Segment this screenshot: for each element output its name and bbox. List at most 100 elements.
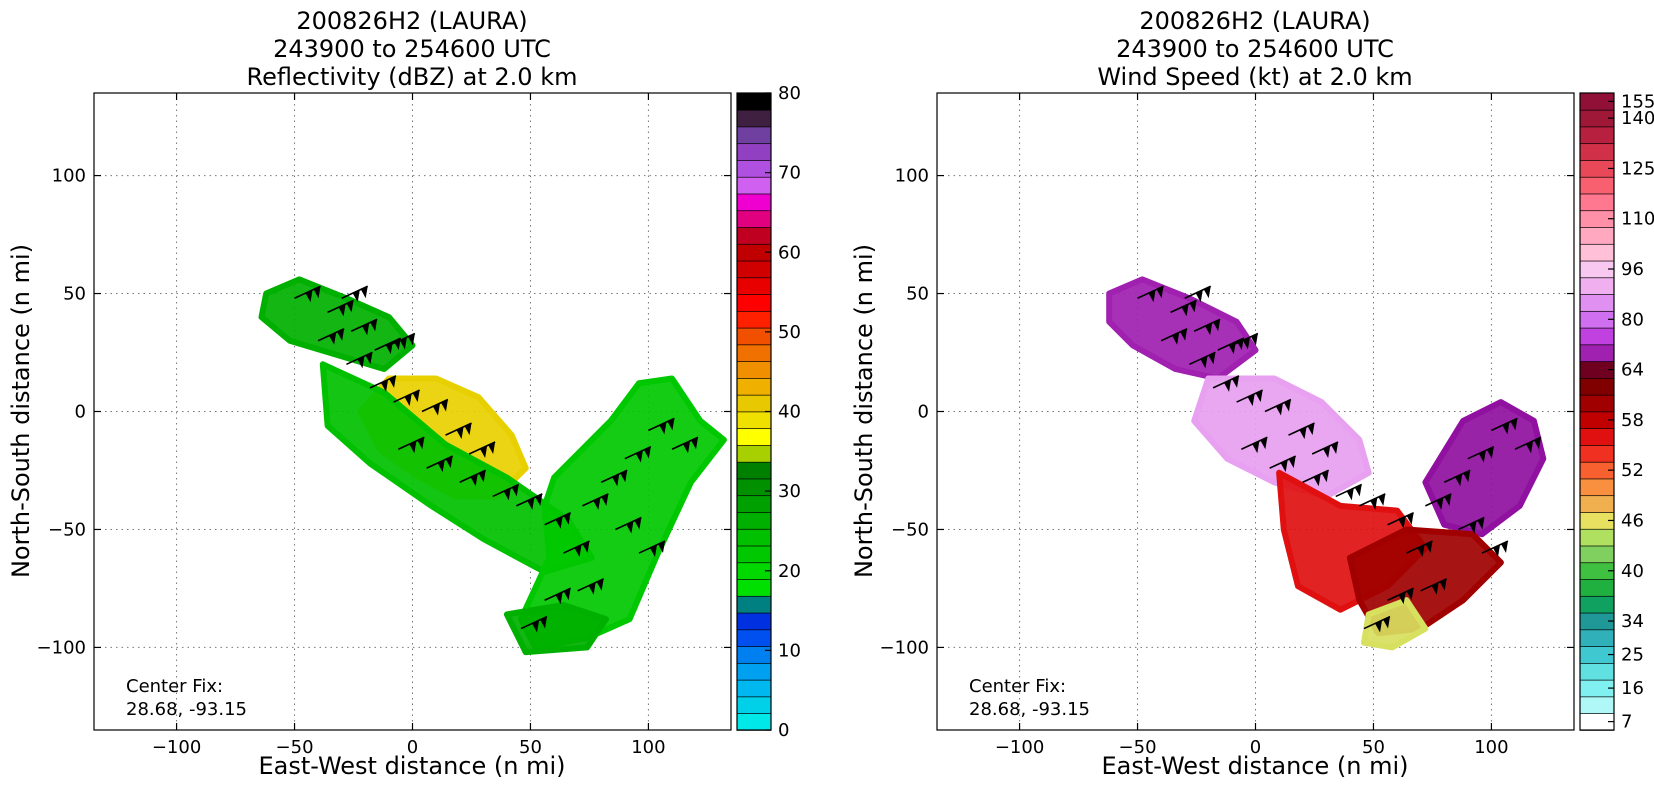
wind-barb-flag bbox=[1346, 488, 1354, 501]
wind-barb-flag bbox=[1398, 592, 1406, 605]
wind-barb-flag bbox=[1250, 333, 1258, 346]
colorbar-segment bbox=[1579, 629, 1615, 647]
wind-barb-flag bbox=[657, 541, 665, 554]
colorbar-segment bbox=[736, 277, 772, 295]
wind-barb-flag bbox=[432, 403, 440, 416]
northwest-arm bbox=[1106, 276, 1259, 382]
right-title-line-1: 200826H2 (LAURA) bbox=[1139, 7, 1370, 35]
wind-barb-flag bbox=[1444, 493, 1452, 506]
wind-barb-flag bbox=[1260, 437, 1268, 450]
left-y-axis-label: North-South distance (n mi) bbox=[7, 244, 35, 578]
wind-barb-flag bbox=[574, 545, 582, 558]
wind-barb-flag bbox=[1288, 456, 1296, 469]
colorbar-segment bbox=[736, 126, 772, 145]
colorbar-segment bbox=[1579, 427, 1615, 446]
colorbar-tick-label: 40 bbox=[1621, 561, 1644, 582]
wind-barb-flag bbox=[626, 521, 634, 534]
wind-barb-flag bbox=[488, 441, 496, 454]
wind-barb-flag bbox=[470, 474, 478, 487]
colorbar-segment bbox=[1579, 595, 1615, 614]
wind-barb-flag bbox=[1252, 441, 1260, 454]
wind-barb-flag bbox=[1247, 394, 1255, 407]
colorbar-tick-label: 155 bbox=[1621, 91, 1654, 112]
wind-barb-flag bbox=[649, 545, 657, 558]
colorbar-segment bbox=[736, 209, 772, 228]
y-tick-label: −100 bbox=[880, 637, 929, 658]
right-title-line-2: 243900 to 254600 UTC bbox=[1116, 35, 1394, 63]
wind-barb-flag bbox=[691, 437, 699, 450]
wind-barb-flag bbox=[346, 300, 354, 313]
colorbar-tick-label: 0 bbox=[778, 720, 789, 741]
y-tick-label: −50 bbox=[48, 519, 86, 540]
colorbar-tick-label: 125 bbox=[1621, 158, 1654, 179]
wind-barb-flag bbox=[555, 516, 563, 529]
wind-barb-flag bbox=[1148, 290, 1156, 303]
wind-barb-flag bbox=[555, 592, 563, 605]
colorbar-tick-label: 25 bbox=[1621, 645, 1644, 666]
wind-barb-flag bbox=[338, 304, 346, 317]
colorbar-segment bbox=[736, 176, 772, 195]
left-colorbar: 0 10 20 30 40 50 60 70 80 bbox=[736, 83, 801, 741]
colorbar-tick-label: 30 bbox=[778, 481, 801, 502]
colorbar-segment bbox=[736, 444, 772, 463]
wind-barb-flag bbox=[1425, 541, 1433, 554]
colorbar-tick-label: 58 bbox=[1621, 410, 1644, 431]
wind-barb-flag bbox=[399, 337, 407, 350]
wind-barb-flag bbox=[1534, 437, 1542, 450]
wind-barb-flag bbox=[1203, 286, 1211, 299]
wind-barb-flag bbox=[1307, 423, 1315, 436]
colorbar-segment bbox=[1579, 277, 1615, 295]
right-axis-ticks: −100 −50 0 50 100 −100 −50 0 50 100 bbox=[880, 93, 1574, 758]
wind-barb-flag bbox=[511, 484, 519, 497]
wind-barb-flag bbox=[667, 418, 675, 431]
x-tick-label: 50 bbox=[1362, 737, 1385, 758]
wind-barb-flag bbox=[1455, 474, 1463, 487]
colorbar-segment bbox=[1579, 126, 1615, 145]
colorbar-segment bbox=[736, 109, 772, 128]
wind-barb-flag bbox=[1172, 332, 1180, 345]
reflectivity-panel: 200826H2 (LAURA) 243900 to 254600 UTC Re… bbox=[7, 7, 801, 780]
colorbar-segment bbox=[736, 142, 772, 161]
wind-barb-flag bbox=[582, 541, 590, 554]
colorbar-segment bbox=[1579, 494, 1615, 513]
right-wind-barbs bbox=[1137, 285, 1542, 633]
right-wind-speed-field bbox=[1106, 276, 1547, 651]
wind-barb-flag bbox=[381, 379, 389, 392]
wind-barb-flag bbox=[417, 437, 425, 450]
wind-barb-flag bbox=[365, 352, 373, 365]
wind-barb-flag bbox=[1232, 375, 1240, 388]
wind-barb-flag bbox=[1477, 517, 1485, 530]
eastern-band bbox=[518, 375, 727, 651]
wind-barb-flag bbox=[1463, 470, 1471, 483]
colorbar-tick-label: 20 bbox=[778, 561, 801, 582]
colorbar-segment bbox=[736, 595, 772, 614]
right-title-line-3: Wind Speed (kt) at 2.0 km bbox=[1097, 63, 1412, 91]
colorbar-segment bbox=[736, 461, 772, 480]
wind-barb-flag bbox=[1510, 418, 1518, 431]
south-fragment bbox=[1361, 597, 1429, 651]
x-tick-label: 0 bbox=[407, 737, 418, 758]
wind-barb-flag bbox=[1370, 497, 1378, 510]
colorbar-segment bbox=[736, 260, 772, 279]
colorbar-segment bbox=[736, 92, 772, 111]
colorbar-tick-label: 52 bbox=[1621, 460, 1644, 481]
left-reflectivity-field bbox=[258, 276, 727, 656]
wind-barb-flag bbox=[1224, 379, 1232, 392]
left-title-line-1: 200826H2 (LAURA) bbox=[296, 7, 527, 35]
wind-barb-flag bbox=[1439, 578, 1447, 591]
wind-barb-flag bbox=[1526, 441, 1534, 454]
colorbar-tick-label: 140 bbox=[1621, 108, 1654, 129]
wind-barb-flag bbox=[1492, 545, 1500, 558]
colorbar-segment bbox=[736, 662, 772, 681]
colorbar-segment bbox=[736, 427, 772, 446]
colorbar-segment bbox=[1579, 176, 1615, 195]
wind-barb-flag bbox=[1375, 620, 1383, 633]
wind-barb-flag bbox=[593, 497, 601, 510]
wind-barb-flag bbox=[480, 445, 488, 458]
colorbar-segment bbox=[736, 377, 772, 396]
y-tick-label: 50 bbox=[906, 284, 929, 305]
inner-core bbox=[1191, 375, 1372, 500]
x-tick-label: 100 bbox=[631, 737, 665, 758]
wind-barb-flag bbox=[1469, 521, 1477, 534]
wind-barb-flag bbox=[683, 441, 691, 454]
